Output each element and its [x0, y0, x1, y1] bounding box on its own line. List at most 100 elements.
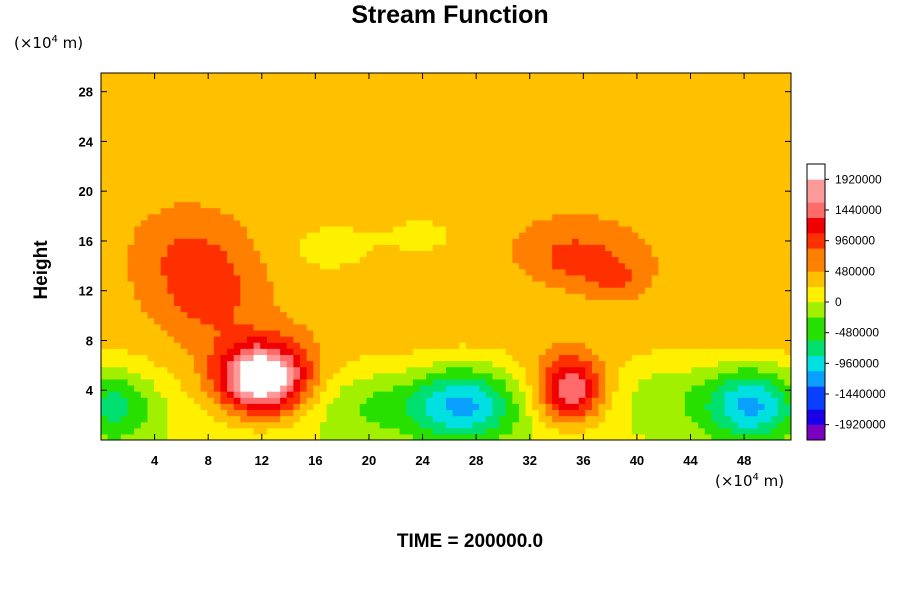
field-cell [479, 323, 487, 331]
field-cell [127, 342, 135, 349]
field-cell [485, 391, 494, 398]
field-cell [664, 305, 673, 313]
field-cell [187, 293, 195, 300]
field-cell [220, 238, 228, 245]
field-cell [698, 152, 706, 160]
field-cell [107, 146, 115, 154]
field-cell [658, 219, 666, 227]
field-cell [704, 201, 712, 209]
field-cell [286, 348, 294, 355]
field-cell [319, 366, 328, 374]
field-cell [505, 189, 513, 196]
field-cell [373, 207, 381, 215]
field-cell [193, 158, 202, 166]
field-cell [625, 360, 633, 368]
field-cell [399, 250, 407, 258]
field-cell [392, 232, 401, 239]
field-cell [180, 336, 188, 343]
field-cell [452, 391, 460, 398]
field-cell [107, 421, 115, 429]
field-cell [691, 183, 699, 190]
field-cell [366, 262, 374, 270]
field-cell [645, 158, 653, 166]
field-cell [618, 207, 626, 215]
field-cell [771, 176, 779, 184]
field-cell [432, 183, 440, 190]
field-cell [731, 183, 739, 190]
field-cell [645, 207, 653, 215]
field-cell [101, 415, 109, 423]
field-cell [518, 219, 527, 227]
field-cell [479, 366, 487, 374]
field-cell [120, 384, 129, 392]
field-cell [611, 342, 620, 349]
field-cell [280, 176, 288, 184]
field-cell [465, 354, 474, 362]
field-cell [346, 213, 354, 221]
field-cell [180, 268, 188, 276]
field-cell [744, 207, 752, 215]
field-cell [127, 384, 135, 392]
field-cell [558, 299, 567, 307]
field-cell [591, 409, 600, 417]
field-cell [651, 238, 659, 245]
field-cell [154, 427, 162, 435]
field-cell [306, 244, 314, 251]
field-cell [193, 195, 202, 203]
field-cell [306, 152, 314, 160]
field-cell [552, 195, 560, 203]
field-cell [591, 183, 600, 190]
field-cell [651, 280, 659, 288]
field-cell [353, 299, 361, 307]
field-cell [366, 183, 374, 190]
field-cell [538, 262, 547, 270]
field-cell [771, 183, 779, 190]
field-cell [240, 238, 248, 245]
field-cell [724, 415, 732, 423]
field-cell [684, 409, 693, 417]
field-cell [266, 238, 275, 245]
field-cell [154, 287, 162, 294]
field-cell [406, 354, 414, 362]
field-cell [512, 195, 520, 203]
field-cell [127, 305, 135, 313]
field-cell [465, 360, 474, 368]
field-cell [724, 427, 732, 435]
field-cell [359, 232, 367, 239]
field-cell [101, 403, 109, 411]
field-cell [293, 170, 301, 178]
field-cell [253, 146, 261, 154]
field-cell [704, 225, 712, 233]
field-cell [134, 195, 142, 203]
field-cell [578, 164, 586, 172]
field-cell [585, 391, 593, 398]
field-cell [346, 158, 354, 166]
field-cell [373, 372, 381, 380]
field-cell [658, 427, 666, 435]
field-cell [412, 366, 421, 374]
field-cell [266, 329, 275, 337]
field-cell [611, 323, 620, 331]
field-cell [465, 164, 474, 172]
field-cell [485, 280, 494, 288]
field-cell [625, 170, 633, 178]
field-cell [591, 403, 600, 411]
field-cell [319, 317, 328, 325]
field-cell [200, 244, 208, 251]
field-cell [572, 268, 580, 276]
field-cell [771, 433, 779, 440]
field-cell [114, 323, 122, 331]
field-cell [744, 348, 752, 355]
field-cell [366, 348, 374, 355]
field-cell [386, 146, 394, 154]
field-cell [353, 323, 361, 331]
field-cell [465, 262, 474, 270]
field-cell [207, 403, 215, 411]
field-cell [426, 287, 434, 294]
field-cell [764, 256, 772, 264]
field-cell [731, 409, 739, 417]
field-cell [572, 336, 580, 343]
field-cell [538, 433, 547, 440]
field-cell [120, 274, 129, 282]
field-cell [465, 280, 474, 288]
